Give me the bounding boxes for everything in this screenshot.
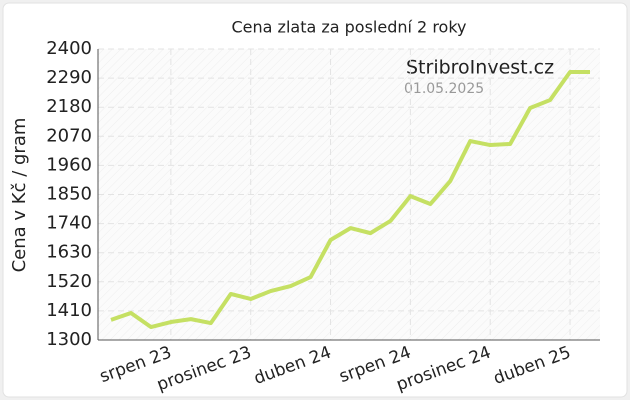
- grid: [98, 48, 600, 341]
- marks: [110, 70, 590, 330]
- y-tick-label: 2180: [46, 96, 92, 117]
- y-tick-label: 1300: [46, 329, 92, 350]
- annotation: StribroInvest.cz: [406, 57, 554, 79]
- line: [110, 70, 590, 330]
- annotation: 01.05.2025: [404, 81, 484, 97]
- y-tick-label: 1960: [46, 154, 92, 175]
- y-tick-label: 1740: [46, 213, 92, 234]
- y-axis-label: Cena v Kč / gram: [9, 118, 30, 273]
- y-tick-label: 1520: [46, 271, 92, 292]
- y-tick-label: 2400: [46, 38, 92, 59]
- y-tick-label: 2290: [46, 67, 92, 88]
- y-tick-label: 1850: [46, 184, 92, 205]
- y-tick-label: 1630: [46, 242, 92, 263]
- chart-title: Cena zlata za poslední 2 roky: [232, 18, 467, 37]
- y-tick-label: 1410: [46, 300, 92, 321]
- y-tick-label: 2070: [46, 125, 92, 146]
